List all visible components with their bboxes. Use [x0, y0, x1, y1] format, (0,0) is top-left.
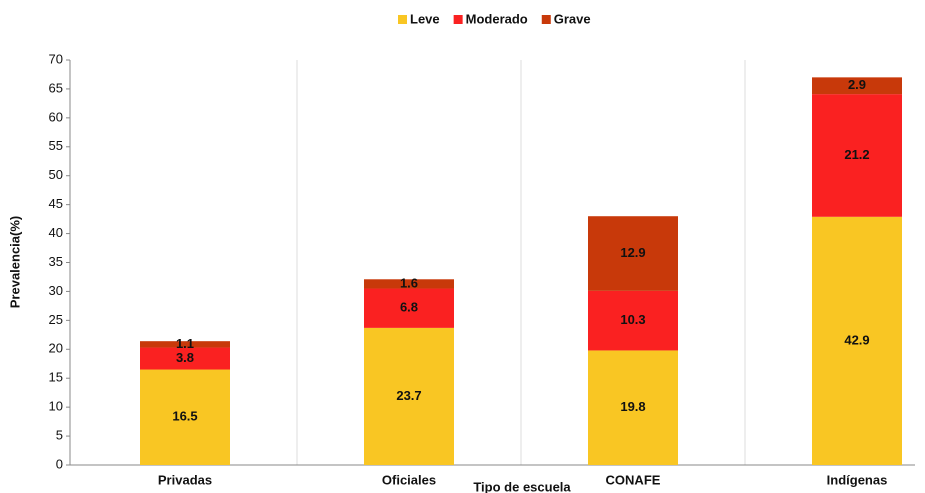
- data-label: 1.1: [176, 336, 194, 351]
- data-label: 1.6: [400, 275, 418, 290]
- y-tick-label: 40: [49, 225, 63, 240]
- data-label: 42.9: [844, 332, 869, 347]
- data-label: 16.5: [172, 409, 197, 424]
- bar-segment: [588, 350, 678, 465]
- data-label: 6.8: [400, 300, 418, 315]
- data-label: 10.3: [620, 312, 645, 327]
- bar-segment: [364, 279, 454, 289]
- y-tick-label: 20: [49, 341, 63, 356]
- y-tick-label: 25: [49, 312, 63, 327]
- x-tick-label: CONAFE: [606, 472, 661, 487]
- y-tick-label: 70: [49, 51, 63, 66]
- bar-segment: [812, 94, 902, 217]
- y-tick-label: 10: [49, 399, 63, 414]
- data-label: 23.7: [396, 388, 421, 403]
- y-tick-label: 15: [49, 370, 63, 385]
- legend-swatch: [453, 15, 463, 24]
- legend-swatch: [541, 15, 551, 24]
- x-tick-label: Privadas: [158, 472, 212, 487]
- x-tick-label: Indígenas: [827, 472, 888, 487]
- bar-segment: [588, 290, 678, 351]
- bar-segment: [364, 288, 454, 328]
- data-label: 12.9: [620, 245, 645, 260]
- bar-segment: [140, 369, 230, 465]
- y-tick-label: 5: [56, 428, 63, 443]
- y-tick-label: 0: [56, 456, 63, 471]
- bar-segment: [812, 216, 902, 465]
- legend-label: Moderado: [466, 11, 528, 26]
- bar-segment: [140, 347, 230, 370]
- bar-segment: [588, 216, 678, 291]
- bar-segment: [364, 327, 454, 465]
- y-tick-label: 35: [49, 254, 63, 269]
- data-label: 21.2: [844, 147, 869, 162]
- x-tick-label: Oficiales: [382, 472, 436, 487]
- y-axis-title: Prevalencia(%): [7, 216, 22, 309]
- y-tick-label: 45: [49, 196, 63, 211]
- y-tick-label: 60: [49, 109, 63, 124]
- legend-label: Grave: [554, 11, 591, 26]
- data-label: 3.8: [176, 350, 194, 365]
- data-label: 2.9: [848, 77, 866, 92]
- y-tick-label: 55: [49, 138, 63, 153]
- x-axis-title: Tipo de escuela: [473, 479, 571, 493]
- y-tick-label: 50: [49, 167, 63, 182]
- y-tick-label: 65: [49, 80, 63, 95]
- legend-label: Leve: [410, 11, 440, 26]
- bar-segment: [140, 341, 230, 348]
- y-tick-label: 30: [49, 283, 63, 298]
- data-label: 19.8: [620, 399, 645, 414]
- legend-swatch: [398, 15, 407, 24]
- bar-segment: [812, 77, 902, 95]
